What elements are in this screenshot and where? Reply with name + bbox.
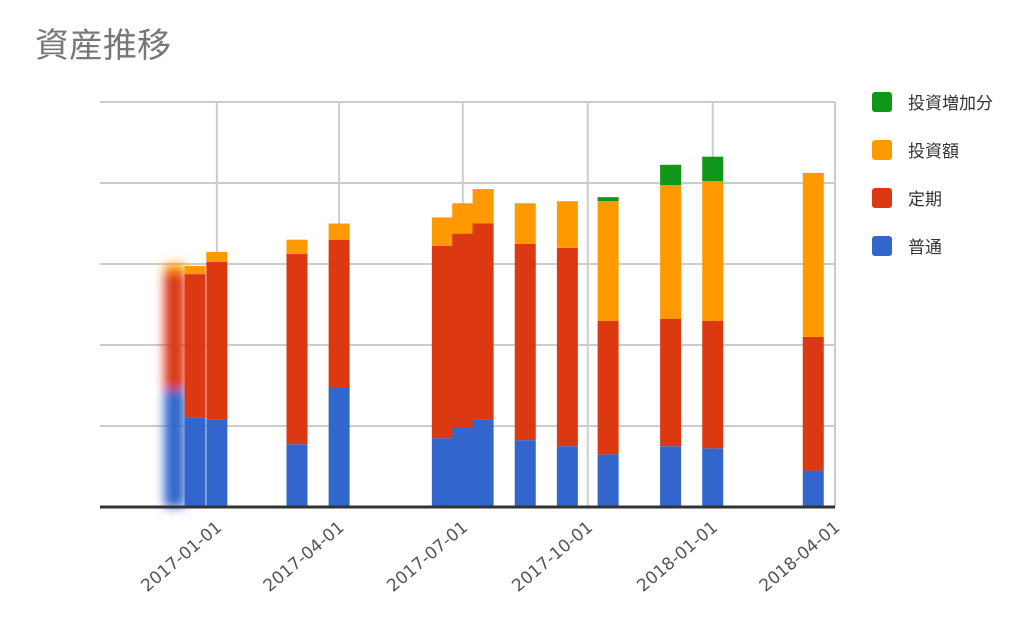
bar-12-投資額 <box>702 180 724 321</box>
bar-stack-12 <box>702 156 724 507</box>
legend-swatch-0 <box>872 92 892 112</box>
x-tick-label-0: 2017-01-01 <box>138 518 227 597</box>
bar-9-普通 <box>556 446 578 507</box>
bar-6-定期 <box>452 233 474 429</box>
bar-12-定期 <box>702 320 724 449</box>
x-tick-label-5: 2018-04-01 <box>756 518 845 597</box>
bar-4-投資額 <box>328 223 350 240</box>
bar-5-定期 <box>431 245 453 439</box>
legend-swatch-2 <box>872 188 892 208</box>
legend-label-3: 普通 <box>908 238 942 258</box>
bar-10-投資額 <box>597 201 619 321</box>
bar-7-投資額 <box>472 189 494 224</box>
x-tick-label-3: 2017-10-01 <box>508 518 597 597</box>
bar-10-普通 <box>597 454 619 507</box>
bar-0-投資額 <box>164 264 186 273</box>
legend-swatch-1 <box>872 140 892 160</box>
bar-stack-1 <box>184 266 206 507</box>
bar-layer <box>164 156 824 507</box>
bar-5-投資額 <box>431 217 453 246</box>
bar-stack-11 <box>660 164 682 507</box>
bar-7-定期 <box>472 223 494 420</box>
bar-10-投資増加分 <box>597 197 619 202</box>
bar-1-定期 <box>184 274 206 418</box>
bar-10-定期 <box>597 320 619 455</box>
bar-1-普通 <box>184 417 206 507</box>
bar-5-普通 <box>431 438 453 507</box>
bar-4-普通 <box>328 387 350 507</box>
bar-stack-8 <box>514 203 536 507</box>
tick-labels: 2017-01-01 2017-04-01 2017-07-01 2017-10-01… <box>138 518 845 597</box>
bar-12-普通 <box>702 448 724 507</box>
bar-4-定期 <box>328 239 350 388</box>
bar-stack-6 <box>452 203 474 507</box>
bar-stack-9 <box>556 201 578 507</box>
bar-3-普通 <box>286 444 308 507</box>
bar-7-普通 <box>472 419 494 507</box>
bar-stack-4 <box>328 223 350 507</box>
x-tick-label-4: 2018-01-01 <box>633 518 722 597</box>
bar-13-投資額 <box>802 172 824 337</box>
bar-stack-7 <box>472 189 494 507</box>
legend-label-1: 投資額 <box>908 142 959 162</box>
bar-2-定期 <box>206 261 228 420</box>
x-tick-label-2: 2017-07-01 <box>383 518 472 597</box>
legend-label-2: 定期 <box>908 190 942 210</box>
bar-2-投資額 <box>206 251 228 262</box>
bar-11-投資増加分 <box>660 164 682 186</box>
bar-13-定期 <box>802 336 824 471</box>
bar-6-投資額 <box>452 203 474 234</box>
bar-stack-10 <box>597 197 619 507</box>
bar-9-定期 <box>556 247 578 447</box>
bar-stack-5 <box>431 217 453 507</box>
bar-stack-3 <box>286 239 308 507</box>
bar-12-投資増加分 <box>702 156 724 181</box>
bar-11-普通 <box>660 446 682 507</box>
legend-label-0: 投資増加分 <box>908 94 993 114</box>
bar-8-定期 <box>514 243 536 441</box>
bar-11-投資額 <box>660 185 682 319</box>
bar-2-普通 <box>206 419 228 507</box>
chart-title: 資産推移 <box>35 26 171 66</box>
bar-0-普通 <box>164 389 186 507</box>
bar-9-投資額 <box>556 201 578 248</box>
bar-3-投資額 <box>286 239 308 254</box>
bar-6-普通 <box>452 428 474 507</box>
bar-8-投資額 <box>514 203 536 244</box>
bar-11-定期 <box>660 318 682 447</box>
bar-stack-0 <box>164 264 186 507</box>
bar-stack-13 <box>802 172 824 507</box>
x-tick-label-1: 2017-04-01 <box>260 518 349 597</box>
legend-swatch-3 <box>872 236 892 256</box>
bar-3-定期 <box>286 253 308 445</box>
bar-stack-2 <box>206 251 228 507</box>
bar-1-投資額 <box>184 266 206 275</box>
bar-0-定期 <box>164 272 186 390</box>
bar-13-普通 <box>802 470 824 507</box>
bar-8-普通 <box>514 440 536 507</box>
